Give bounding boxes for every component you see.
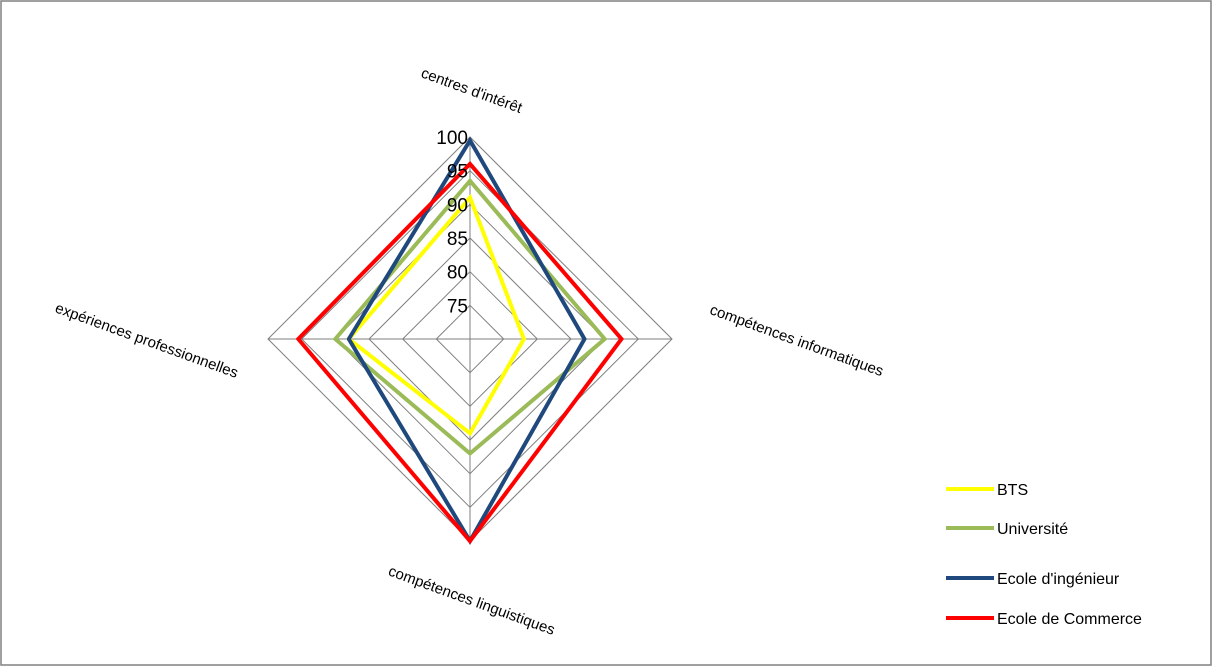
tick-label: 95: [447, 162, 468, 183]
tick-label: 80: [447, 263, 468, 284]
tick-label: 75: [447, 296, 468, 317]
radial-tick-labels: 75 80 85 90 95 100: [436, 128, 468, 317]
legend-label-ecole-ingenieur: Ecole d'ingénieur: [997, 571, 1120, 588]
series-line-3: [295, 160, 625, 545]
legend-label-ecole-commerce: Ecole de Commerce: [997, 611, 1142, 628]
tick-label: 100: [436, 128, 468, 149]
legend-label-universite: Université: [997, 521, 1068, 538]
tick-label: 85: [447, 229, 468, 250]
legend-label-bts: BTS: [997, 482, 1028, 499]
radar-series: [295, 136, 625, 545]
legend: BTS Université Ecole d'ingénieur Ecole d…: [946, 482, 1142, 628]
tick-label: 90: [447, 195, 468, 216]
series-line-0: [345, 193, 527, 437]
